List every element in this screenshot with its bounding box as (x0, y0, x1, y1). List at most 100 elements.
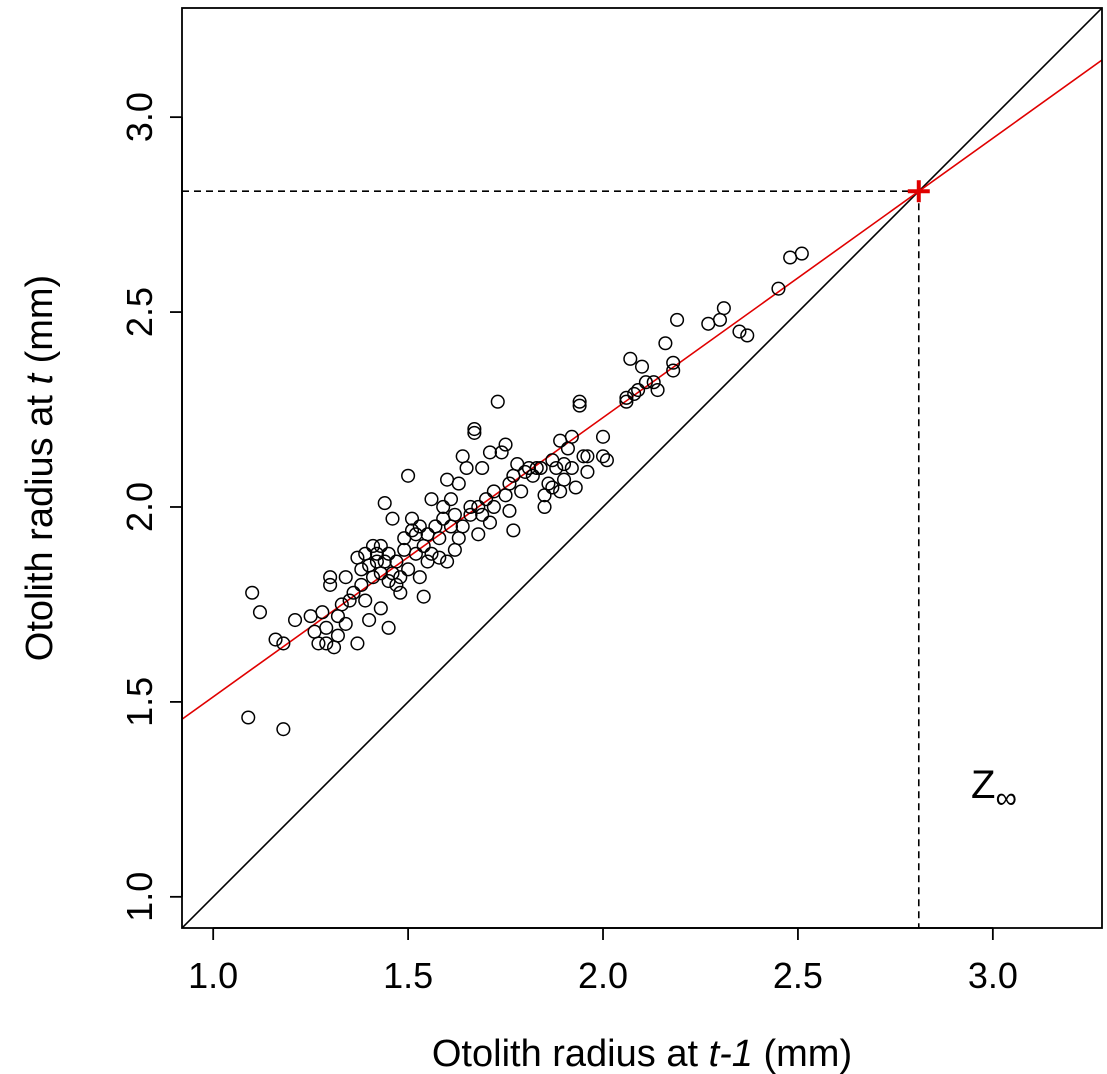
data-point (443, 492, 459, 507)
y-tick-label: 1.0 (119, 872, 160, 922)
data-point (358, 593, 373, 608)
x-tick-label: 1.0 (188, 955, 238, 996)
data-point (537, 488, 552, 503)
data-point (537, 499, 552, 515)
data-point (599, 453, 614, 468)
data-point (362, 558, 377, 573)
data-point (467, 421, 482, 437)
data-point (319, 636, 334, 651)
data-point (502, 503, 517, 518)
x-axis-title: Otolith radius at t-1 (mm) (432, 1033, 852, 1074)
data-point (330, 609, 345, 624)
data-point (572, 394, 587, 409)
data-point (381, 546, 396, 561)
data-point (712, 312, 728, 327)
data-point (498, 488, 513, 503)
data-point (482, 515, 498, 530)
y-axis-title-italic: t (19, 373, 61, 385)
y-axis: 1.0 1.5 2.0 2.5 3.0 (119, 92, 183, 922)
data-point (241, 710, 256, 725)
data-point (475, 460, 490, 476)
data-point (634, 359, 650, 374)
equilibrium-point-marker (907, 180, 930, 203)
data-point (432, 531, 447, 546)
data-point (416, 589, 431, 604)
data-point (556, 472, 572, 487)
y-axis-title-post: (mm) (19, 275, 61, 374)
data-point (436, 511, 451, 526)
data-point (408, 546, 423, 561)
data-point (276, 636, 291, 651)
data-point (545, 453, 560, 468)
data-point (646, 375, 661, 390)
data-point (323, 577, 338, 592)
data-point (498, 437, 513, 452)
y-axis-title-pre: Otolith radius at (19, 385, 61, 662)
data-point (564, 429, 579, 444)
data-point (369, 546, 384, 561)
data-point (783, 250, 798, 265)
data-point (576, 449, 591, 464)
data-point (428, 519, 443, 534)
data-point (408, 527, 423, 542)
y-tick-label: 2.0 (119, 482, 160, 532)
data-point (440, 554, 455, 569)
data-point (560, 441, 575, 456)
data-point (471, 527, 486, 542)
data-point (549, 460, 564, 476)
data-point (580, 464, 595, 479)
data-point (545, 480, 560, 495)
data-point (334, 597, 349, 612)
data-point (525, 468, 540, 483)
data-point (479, 492, 494, 507)
data-point (424, 546, 439, 561)
data-point (440, 472, 455, 487)
data-point (451, 476, 466, 491)
data-point (732, 324, 747, 339)
data-point (494, 445, 509, 460)
data-point (619, 390, 634, 405)
data-point (510, 457, 525, 472)
x-tick-label: 2.0 (578, 955, 628, 996)
data-point (670, 312, 685, 327)
x-axis-title-italic: t-1 (709, 1033, 753, 1074)
data-point (463, 507, 478, 522)
data-point (404, 511, 420, 526)
data-point (506, 523, 521, 538)
data-point (541, 476, 556, 491)
data-point (420, 527, 435, 542)
identity-line (182, 8, 1102, 928)
data-point (319, 620, 334, 635)
data-point (385, 511, 400, 526)
data-point (432, 550, 447, 565)
data-point (658, 336, 673, 351)
data-point (401, 562, 416, 577)
data-point (463, 499, 478, 515)
x-axis-title-post: (mm) (753, 1033, 852, 1074)
data-point (650, 382, 665, 398)
data-point (455, 519, 470, 534)
data-point (572, 398, 587, 413)
data-point (420, 554, 435, 569)
data-point (338, 570, 353, 585)
z-infinity-subscript: ∞ (995, 782, 1016, 815)
data-point (771, 281, 786, 296)
data-point (307, 624, 322, 639)
data-point (568, 480, 583, 495)
x-tick-label: 1.5 (383, 955, 433, 996)
data-point (381, 620, 396, 635)
data-point (533, 460, 548, 476)
data-point (377, 554, 392, 569)
plot-area (182, 8, 1102, 928)
data-point (412, 570, 427, 585)
data-point (623, 351, 638, 366)
data-point (393, 570, 408, 585)
data-point (518, 464, 533, 479)
data-points (241, 246, 809, 737)
data-point (619, 394, 634, 409)
data-point (326, 640, 342, 655)
data-point (521, 460, 536, 476)
data-point (740, 328, 755, 343)
data-point (303, 609, 318, 624)
x-tick-label: 2.5 (773, 955, 823, 996)
